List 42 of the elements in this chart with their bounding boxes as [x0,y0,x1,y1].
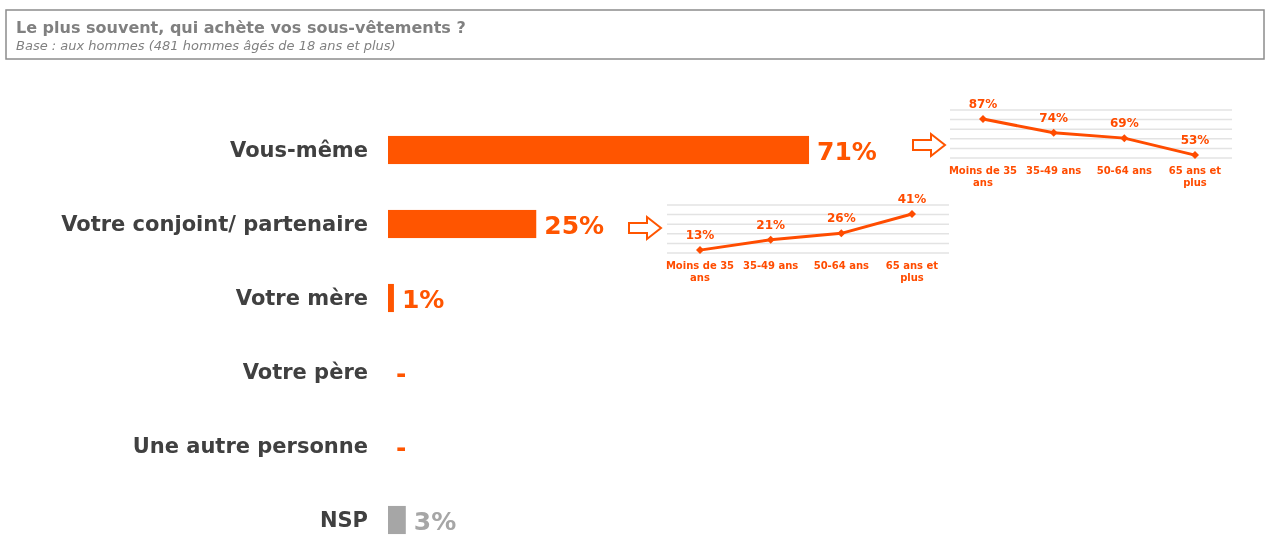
x-tick-label: 65 ans et plus [1168,165,1222,188]
point [1049,128,1058,137]
data-label: 26% [826,211,856,226]
x-tick-label: 35-49 ans [743,260,799,271]
data-label: 71% [817,136,877,166]
y-tick-label: Votre conjoint/ partenaire [61,212,368,237]
x-tick-label: Moins de 35 ans [948,165,1018,188]
y-tick-label: Une autre personne [132,434,368,459]
y-tick-label: NSP [319,508,368,533]
bar [388,505,406,535]
point [908,210,916,219]
data-label: 3% [413,506,457,536]
data-label: 13% [685,228,715,243]
y-tick-label: Vous-même [230,138,368,163]
text: Le plus souvent, qui achète vos sous-vêtements ? [16,18,466,37]
text: Base : aux hommes (481 hommes âgés de 18 ans et plus) [16,38,396,53]
data-label: 25% [544,210,605,240]
bar [388,209,537,239]
data-label: 53% [1180,133,1210,148]
point [696,246,704,255]
point [1120,134,1129,143]
point [837,229,846,238]
x-tick-label: 35-49 ans [1026,165,1082,176]
data-label: 87% [968,97,998,112]
point [766,235,775,244]
x-tick-label: 50-64 ans [813,260,870,271]
data-label: 21% [756,217,786,232]
y-tick-label: Votre mère [235,286,368,311]
data-label: 69% [1109,116,1139,131]
data-label: 74% [1039,110,1069,125]
x-tick-label: 50-64 ans [1096,165,1153,176]
bar [388,135,810,165]
y-tick-label: Votre père [242,360,368,385]
data-label: - [396,358,407,388]
data-label: 1% [401,284,445,314]
point [1191,151,1199,160]
data-label: 41% [897,192,927,207]
bar [388,283,394,313]
x-tick-label: Moins de 35 ans [665,260,735,283]
data-label: - [396,432,407,462]
x-tick-label: 65 ans et plus [885,260,939,283]
point [979,115,987,124]
